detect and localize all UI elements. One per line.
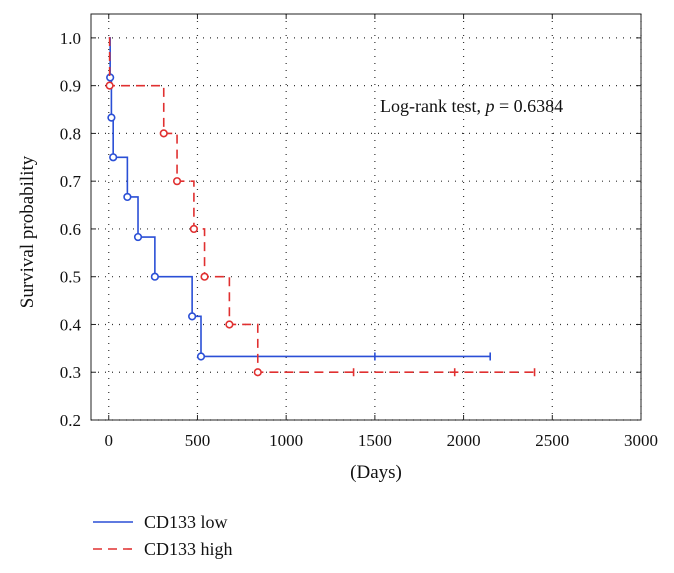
survival-curve-cd133-high bbox=[108, 37, 535, 374]
y-tick-label: 0.7 bbox=[60, 172, 82, 191]
plot-frame bbox=[90, 13, 642, 421]
event-marker bbox=[196, 352, 206, 361]
annotation-p: p bbox=[483, 96, 494, 116]
series-layer bbox=[105, 37, 536, 377]
event-marker bbox=[133, 232, 143, 242]
x-axis-label: (Days) bbox=[350, 462, 402, 483]
x-tick-label: 500 bbox=[185, 431, 211, 450]
series-cd133-high bbox=[105, 37, 536, 377]
event-marker bbox=[105, 81, 114, 90]
x-tick-label: 0 bbox=[104, 431, 113, 450]
event-marker bbox=[109, 153, 118, 162]
x-tick-label: 1000 bbox=[269, 431, 303, 450]
y-tick-label: 0.9 bbox=[60, 77, 81, 96]
y-tick-label: 0.5 bbox=[60, 268, 81, 287]
x-tick-label: 3000 bbox=[624, 431, 658, 450]
legend-label-cd133-high: CD133 high bbox=[144, 539, 233, 559]
y-tick-label: 1.0 bbox=[60, 29, 81, 48]
event-marker bbox=[172, 177, 182, 186]
annotation-prefix: Log-rank test, bbox=[380, 96, 485, 116]
series-cd133-low bbox=[106, 37, 491, 361]
event-marker bbox=[107, 113, 116, 122]
y-tick-label: 0.4 bbox=[60, 315, 82, 334]
legend: CD133 low CD133 high bbox=[93, 512, 233, 559]
event-marker bbox=[200, 272, 209, 281]
annotation-value: = 0.6384 bbox=[494, 96, 563, 116]
x-tick-label: 2000 bbox=[447, 431, 481, 450]
event-marker bbox=[159, 129, 168, 138]
event-marker bbox=[150, 272, 159, 281]
y-axis-label: Survival probability bbox=[17, 155, 38, 308]
x-tick-label: 1500 bbox=[358, 431, 392, 450]
event-marker bbox=[189, 224, 199, 234]
survival-curve-cd133-low bbox=[108, 37, 491, 358]
grid-lines bbox=[91, 14, 642, 421]
x-tick-label: 2500 bbox=[535, 431, 569, 450]
y-tick-label: 0.6 bbox=[60, 220, 81, 239]
y-tick-label: 0.3 bbox=[60, 363, 81, 382]
log-rank-annotation: Log-rank test, p = 0.6384 bbox=[380, 96, 563, 116]
y-tick-label: 0.2 bbox=[60, 411, 81, 430]
event-marker bbox=[253, 368, 262, 377]
event-marker bbox=[225, 320, 234, 329]
legend-label-cd133-low: CD133 low bbox=[144, 512, 228, 532]
event-marker bbox=[123, 192, 132, 202]
event-marker bbox=[188, 312, 197, 321]
axis-ticks: 0 500 1000 1500 2000 2500 3000 0.2 0.3 0.4 0.5 0.6 0… bbox=[60, 14, 658, 450]
y-tick-label: 0.8 bbox=[60, 124, 81, 143]
